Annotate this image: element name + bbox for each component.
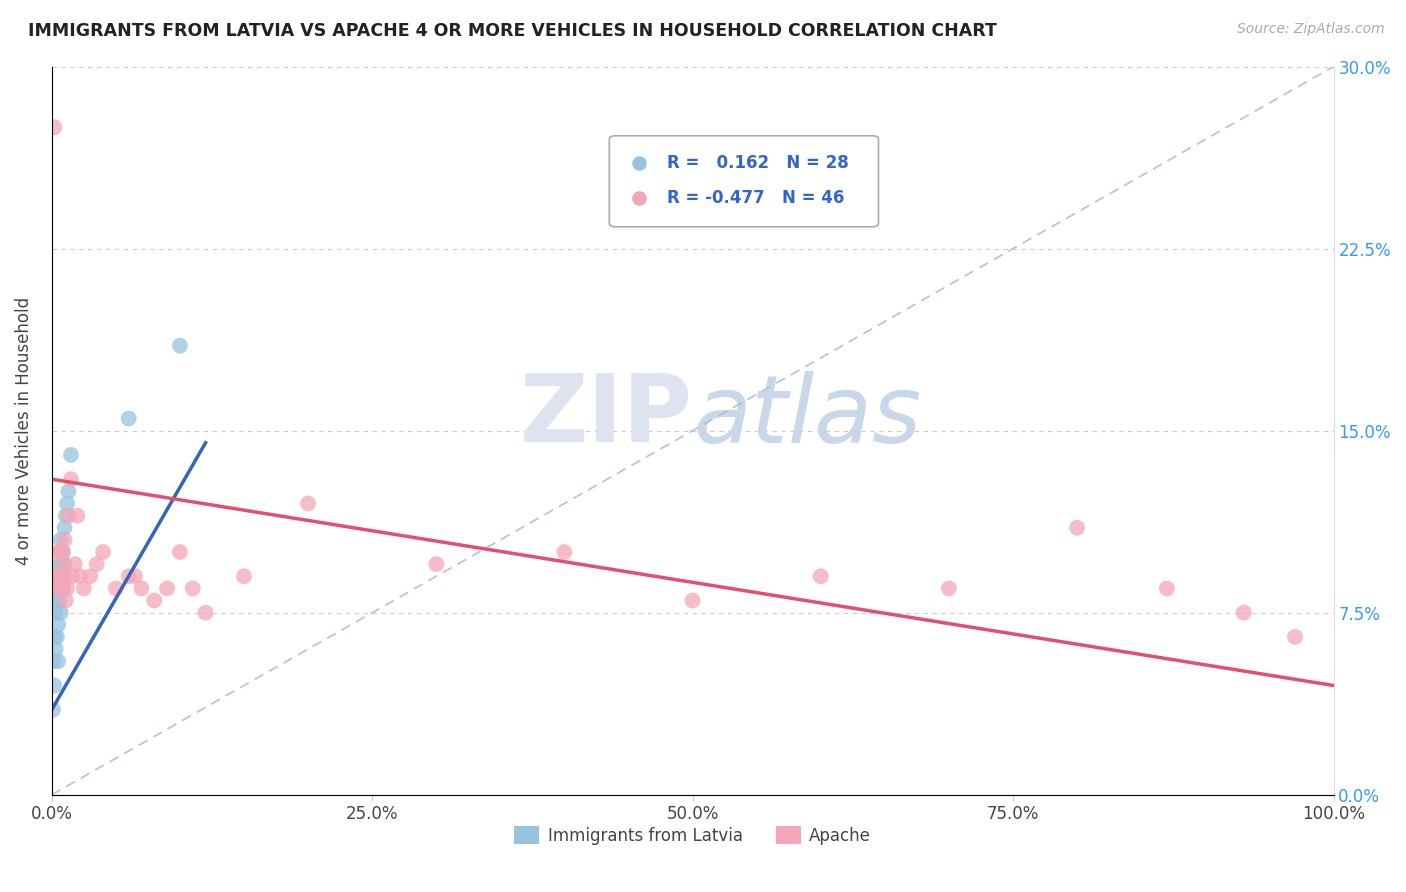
Point [49,569,72,583]
Text: atlas: atlas [693,370,921,461]
Point [52,582,75,596]
Point [42,654,65,668]
Point [44,630,66,644]
Point [124,569,146,583]
Point [58,508,80,523]
Point [56,582,79,596]
Point [156,582,179,596]
Point [297,496,319,510]
Point [59,472,82,486]
Point [73,582,96,596]
Point [131,582,153,596]
Point [1156,582,1178,596]
Point [169,339,191,353]
Point [86,557,108,571]
Point [553,545,575,559]
Point [48,557,70,571]
Point [46,569,69,583]
Point [46,617,69,632]
Point [53,557,76,571]
Text: ZIP: ZIP [520,370,693,462]
Point [44,120,66,135]
Point [1233,606,1256,620]
Text: IMMIGRANTS FROM LATVIA VS APACHE 4 OR MORE VEHICLES IN HOUSEHOLD CORRELATION CHA: IMMIGRANTS FROM LATVIA VS APACHE 4 OR MO… [28,22,997,40]
Point [58,484,80,499]
Point [63,557,86,571]
Point [181,582,204,596]
Point [45,569,67,583]
Point [51,545,73,559]
Point [59,448,82,462]
FancyBboxPatch shape [609,136,879,227]
Point [45,606,67,620]
Point [682,593,704,607]
Point [45,642,67,657]
Point [51,582,73,596]
Point [46,654,69,668]
Point [51,557,73,571]
Point [46,582,69,596]
Point [233,569,256,583]
Point [91,545,114,559]
Point [810,569,832,583]
Point [46,545,69,559]
Point [425,557,447,571]
Point [1066,521,1088,535]
Point [52,545,75,559]
Point [49,545,72,559]
Point [104,582,127,596]
Point [49,606,72,620]
Point [45,630,67,644]
Point [79,569,101,583]
Text: R = -0.477   N = 46: R = -0.477 N = 46 [666,189,845,207]
Text: R =   0.162   N = 28: R = 0.162 N = 28 [666,153,849,172]
Point [49,533,72,547]
Point [48,569,70,583]
Point [143,593,166,607]
Point [53,569,76,583]
Point [69,569,91,583]
Point [1284,630,1306,644]
Point [169,545,191,559]
Point [194,606,217,620]
Point [52,557,75,571]
Point [49,582,72,596]
Text: Source: ZipAtlas.com: Source: ZipAtlas.com [1237,22,1385,37]
Legend: Immigrants from Latvia, Apache: Immigrants from Latvia, Apache [515,827,872,845]
Point [55,508,77,523]
Point [45,582,67,596]
Point [118,569,141,583]
Point [53,533,76,547]
Point [51,569,73,583]
Point [66,508,89,523]
Point [45,593,67,607]
Point [56,496,79,510]
Point [60,569,83,583]
Point [52,569,75,583]
Y-axis label: 4 or more Vehicles in Household: 4 or more Vehicles in Household [15,297,32,565]
Point [42,703,65,717]
Point [118,411,141,425]
Point [53,521,76,535]
Point [44,678,66,692]
Point [938,582,960,596]
Point [55,593,77,607]
Point [48,593,70,607]
